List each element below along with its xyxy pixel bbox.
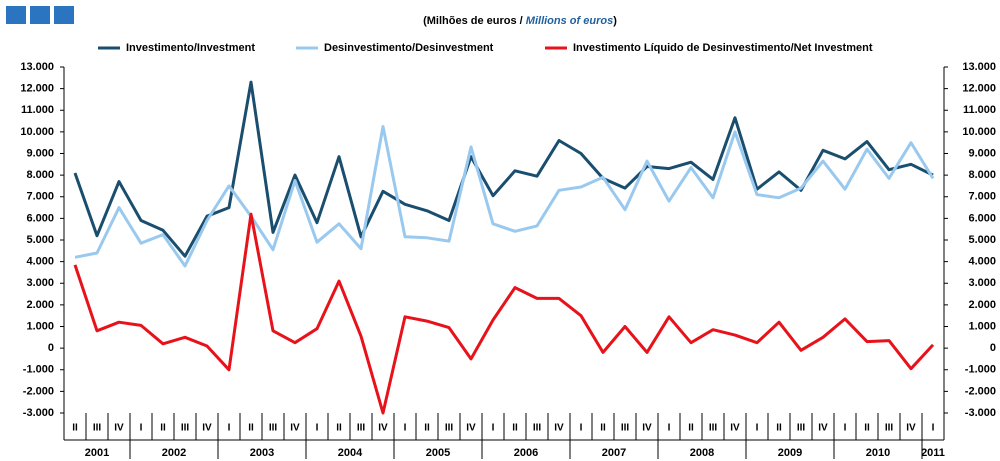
x-tick-label: III <box>269 423 278 434</box>
y2-tick-label: 9.000 <box>968 147 996 159</box>
legend-label: Desinvestimento/Desinvestment <box>324 42 494 54</box>
y-tick-label: 0 <box>48 342 54 354</box>
x-tick-label: I <box>932 423 935 434</box>
x-tick-label: IV <box>906 423 916 434</box>
year-label: 2009 <box>778 447 802 459</box>
legend-label: Investimento Líquido de Desinvestimento/… <box>573 42 873 54</box>
x-tick-label: IV <box>378 423 388 434</box>
x-tick-label: III <box>93 423 102 434</box>
y-tick-label: 2.000 <box>26 299 54 311</box>
x-tick-label: IV <box>642 423 652 434</box>
x-tick-label: I <box>844 423 847 434</box>
y2-tick-label: 10.000 <box>962 126 996 138</box>
x-tick-label: I <box>756 423 759 434</box>
x-tick-label: II <box>600 423 606 434</box>
x-tick-label: II <box>864 423 870 434</box>
x-tick-label: IV <box>730 423 740 434</box>
x-tick-label: I <box>404 423 407 434</box>
x-tick-label: I <box>228 423 231 434</box>
y-tick-label: 4.000 <box>26 256 54 268</box>
y-tick-label: 9.000 <box>26 147 54 159</box>
series-line <box>74 125 935 268</box>
y2-tick-label: -1.000 <box>965 364 996 376</box>
year-label: 2001 <box>85 447 109 459</box>
x-tick-label: IV <box>202 423 212 434</box>
y-tick-label: 6.000 <box>26 212 54 224</box>
x-tick-label: IV <box>818 423 828 434</box>
logo-square <box>6 6 26 24</box>
y2-tick-label: 2.000 <box>968 299 996 311</box>
y2-tick-label: 13.000 <box>962 61 996 73</box>
x-tick-label: II <box>512 423 518 434</box>
x-tick-label: II <box>336 423 342 434</box>
year-label: 2004 <box>338 447 363 459</box>
x-tick-label: IV <box>290 423 300 434</box>
y-tick-label: 13.000 <box>20 61 54 73</box>
y-tick-label: -1.000 <box>23 364 54 376</box>
y2-tick-label: 5.000 <box>968 234 996 246</box>
y2-tick-label: 1.000 <box>968 320 996 332</box>
x-tick-label: III <box>181 423 190 434</box>
y-tick-label: 12.000 <box>20 83 54 95</box>
y2-tick-label: 6.000 <box>968 212 996 224</box>
x-tick-label: IV <box>114 423 124 434</box>
x-tick-label: III <box>533 423 542 434</box>
x-tick-label: III <box>621 423 630 434</box>
x-tick-label: III <box>885 423 894 434</box>
x-tick-label: II <box>688 423 694 434</box>
y2-tick-label: 8.000 <box>968 169 996 181</box>
y-tick-label: -3.000 <box>23 407 54 419</box>
y2-tick-label: 3.000 <box>968 277 996 289</box>
year-label: 2003 <box>250 447 274 459</box>
x-tick-label: IV <box>466 423 476 434</box>
year-label: 2008 <box>690 447 714 459</box>
y2-tick-label: 11.000 <box>963 104 996 116</box>
y2-tick-label: 0 <box>990 342 996 354</box>
x-tick-label: III <box>357 423 366 434</box>
x-tick-label: II <box>248 423 254 434</box>
x-tick-label: III <box>709 423 718 434</box>
year-label: 2002 <box>162 447 186 459</box>
series-line <box>73 80 934 258</box>
chart-title: (Milhões de euros / Millions of euros) <box>423 15 617 27</box>
year-label: 2007 <box>602 447 626 459</box>
y-tick-label: 7.000 <box>26 191 54 203</box>
x-tick-label: I <box>316 423 319 434</box>
logo-square <box>30 6 50 24</box>
x-tick-label: II <box>160 423 166 434</box>
y-tick-label: 5.000 <box>26 234 54 246</box>
logo-square <box>54 6 74 24</box>
x-tick-label: I <box>140 423 143 434</box>
year-label: 2005 <box>426 447 450 459</box>
y-tick-label: 11.000 <box>21 104 54 116</box>
legend-label: Investimento/Investment <box>126 42 255 54</box>
y2-tick-label: 7.000 <box>968 191 996 203</box>
year-label: 2010 <box>866 447 890 459</box>
x-tick-label: II <box>776 423 782 434</box>
x-tick-label: II <box>72 423 78 434</box>
y2-tick-label: 4.000 <box>968 256 996 268</box>
year-label: 2006 <box>514 447 538 459</box>
x-tick-label: II <box>424 423 430 434</box>
y2-tick-label: 12.000 <box>962 83 996 95</box>
y-tick-label: -2.000 <box>23 385 54 397</box>
series-line <box>73 212 935 415</box>
x-tick-label: I <box>668 423 671 434</box>
y-tick-label: 10.000 <box>20 126 54 138</box>
x-tick-label: IV <box>554 423 564 434</box>
x-tick-label: I <box>492 423 495 434</box>
y-tick-label: 3.000 <box>26 277 54 289</box>
x-tick-label: III <box>797 423 806 434</box>
x-tick-label: III <box>445 423 454 434</box>
x-tick-label: I <box>580 423 583 434</box>
y-tick-label: 8.000 <box>26 169 54 181</box>
y2-tick-label: -2.000 <box>965 385 996 397</box>
y2-tick-label: -3.000 <box>965 407 996 419</box>
year-label: 2011 <box>921 447 945 459</box>
y-tick-label: 1.000 <box>26 320 54 332</box>
